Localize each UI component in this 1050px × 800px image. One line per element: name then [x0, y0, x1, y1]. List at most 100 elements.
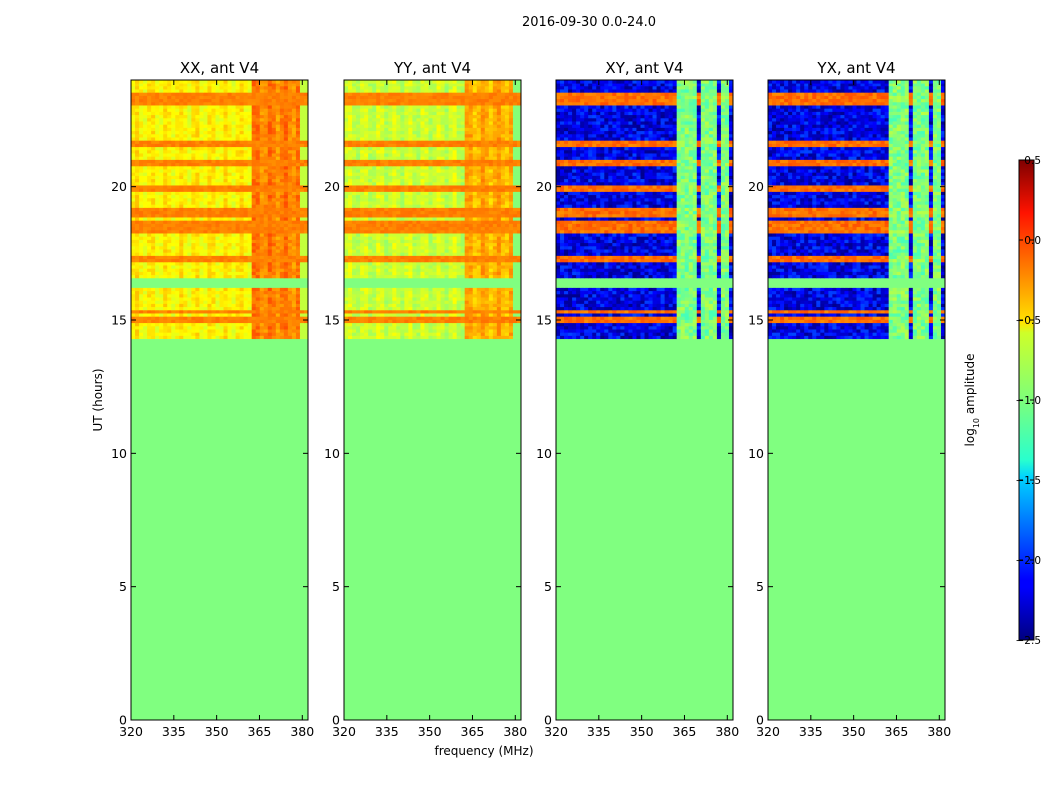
heatmap-cell	[484, 332, 490, 336]
heatmap-cell	[139, 319, 144, 324]
heatmap-cell	[255, 197, 261, 202]
heatmap-cell	[235, 293, 241, 298]
heatmap-cell	[211, 127, 216, 132]
heatmap-cell	[235, 226, 241, 231]
heatmap-cell	[364, 290, 369, 295]
heatmap-cell	[143, 261, 148, 266]
heatmap-cell	[384, 265, 389, 269]
heatmap-cell	[500, 249, 506, 253]
heatmap-cell	[143, 249, 148, 253]
heatmap-cell	[147, 207, 152, 212]
heatmap-cell	[436, 265, 441, 269]
heatmap-cell	[400, 236, 405, 240]
heatmap-cell	[199, 197, 204, 202]
heatmap-cell	[199, 92, 204, 96]
heatmap-cell	[295, 181, 301, 186]
heatmap-cell	[352, 245, 357, 250]
heatmap-cell	[183, 281, 188, 285]
heatmap-cell	[159, 175, 164, 180]
heatmap-cell	[283, 181, 289, 186]
heatmap-cell	[255, 226, 261, 231]
heatmap-cell	[179, 127, 184, 132]
heatmap-cell	[344, 261, 349, 266]
heatmap-cell	[179, 140, 184, 144]
heatmap-cell	[267, 101, 273, 106]
heatmap-cell	[295, 165, 301, 170]
heatmap-cell	[163, 268, 168, 272]
heatmap-cell	[384, 316, 389, 320]
heatmap-cell	[143, 319, 148, 324]
heatmap-cell	[384, 303, 389, 308]
heatmap-cell	[392, 303, 397, 308]
heatmap-cell	[344, 287, 349, 292]
heatmap-cell	[364, 274, 369, 279]
heatmap-cell	[183, 297, 188, 301]
heatmap-cell	[195, 325, 200, 330]
heatmap-cell	[283, 82, 289, 87]
heatmap-cell	[291, 213, 297, 218]
heatmap-cell	[271, 111, 277, 116]
heatmap-cell	[456, 265, 462, 269]
heatmap-cell	[428, 252, 433, 256]
heatmap-cell	[175, 213, 180, 218]
heatmap-cell	[159, 332, 164, 336]
heatmap-cell	[175, 146, 180, 151]
heatmap-cell	[392, 306, 397, 311]
heatmap-cell	[139, 98, 144, 103]
heatmap-cell	[303, 236, 309, 240]
heatmap-cell	[416, 293, 421, 298]
heatmap-cell	[283, 172, 289, 176]
heatmap-cell	[131, 226, 136, 231]
heatmap-cell	[131, 233, 136, 237]
heatmap-cell	[219, 185, 224, 189]
heatmap-cell	[283, 303, 289, 308]
heatmap-cell	[183, 236, 188, 240]
heatmap-cell	[287, 165, 293, 170]
heatmap-cell	[179, 274, 184, 279]
heatmap-cell	[384, 300, 389, 304]
heatmap-cell	[151, 172, 156, 176]
heatmap-cell	[287, 146, 293, 151]
heatmap-cell	[400, 258, 405, 263]
heatmap-cell	[191, 249, 196, 253]
heatmap-cell	[187, 188, 192, 192]
heatmap-cell	[279, 188, 285, 192]
heatmap-cell	[287, 82, 293, 87]
heatmap-cell	[211, 236, 216, 240]
heatmap-cell	[147, 181, 152, 186]
heatmap-cell	[155, 287, 160, 292]
heatmap-cell	[243, 133, 249, 138]
heatmap-cell	[247, 316, 253, 320]
heatmap-cell	[227, 236, 232, 240]
heatmap-cell	[255, 162, 261, 167]
heatmap-cell	[191, 191, 196, 196]
heatmap-cell	[147, 242, 152, 247]
heatmap-cell	[155, 303, 160, 308]
heatmap-cell	[203, 335, 208, 340]
heatmap-cell	[287, 92, 293, 96]
heatmap-cell	[468, 332, 474, 336]
heatmap-cell	[195, 159, 200, 164]
heatmap-cell	[460, 313, 466, 317]
heatmap-cell	[163, 146, 168, 151]
heatmap-cell	[271, 252, 277, 256]
heatmap-cell	[167, 143, 172, 148]
heatmap-cell	[388, 271, 393, 276]
heatmap-cell	[267, 226, 273, 231]
heatmap-cell	[219, 210, 224, 215]
heatmap-cell	[476, 335, 482, 340]
heatmap-cell	[207, 335, 212, 340]
heatmap-cell	[360, 335, 365, 340]
heatmap-cell	[504, 287, 510, 292]
heatmap-cell	[223, 153, 228, 157]
heatmap-cell	[275, 223, 281, 228]
heatmap-cell	[159, 284, 164, 288]
heatmap-cell	[195, 271, 200, 276]
heatmap-cell	[275, 207, 281, 212]
heatmap-cell	[207, 156, 212, 160]
heatmap-cell	[251, 191, 257, 196]
heatmap-cell	[131, 293, 136, 298]
heatmap-cell	[299, 309, 305, 314]
heatmap-cell	[432, 293, 437, 298]
heatmap-cell	[187, 322, 192, 327]
